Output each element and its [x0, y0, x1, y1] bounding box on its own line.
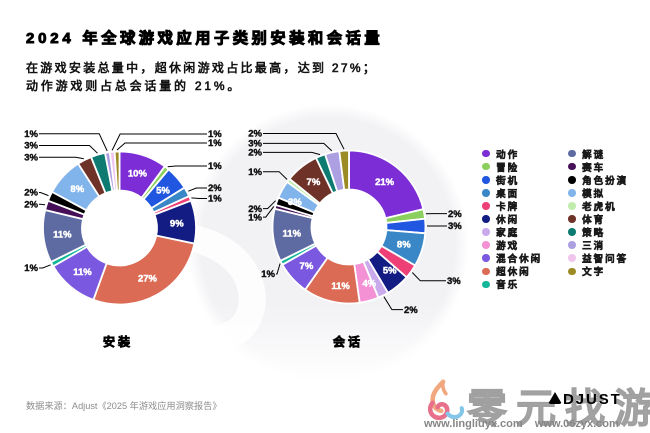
- svg-text:2%: 2%: [404, 305, 418, 316]
- svg-text:5%: 5%: [156, 186, 170, 197]
- svg-text:3%: 3%: [447, 276, 461, 287]
- svg-text:11%: 11%: [331, 281, 350, 292]
- svg-text:2%: 2%: [248, 129, 262, 140]
- svg-text:9%: 9%: [170, 219, 184, 230]
- svg-text:1%: 1%: [24, 263, 38, 274]
- svg-text:3%: 3%: [24, 153, 38, 164]
- svg-text:2%: 2%: [448, 209, 462, 220]
- svg-text:2%: 2%: [208, 183, 222, 194]
- svg-text:2%: 2%: [24, 200, 38, 211]
- svg-text:21%: 21%: [375, 177, 395, 188]
- svg-text:1%: 1%: [248, 212, 262, 223]
- svg-text:1%: 1%: [24, 129, 38, 140]
- svg-text:8%: 8%: [70, 184, 84, 195]
- svg-text:1%: 1%: [208, 194, 222, 205]
- svg-text:27%: 27%: [138, 273, 158, 284]
- svg-text:11%: 11%: [283, 228, 302, 239]
- svg-text:1%: 1%: [208, 161, 222, 172]
- svg-text:8%: 8%: [397, 240, 411, 251]
- svg-text:10%: 10%: [128, 169, 148, 180]
- svg-text:3%: 3%: [248, 139, 262, 150]
- svg-text:2%: 2%: [248, 204, 262, 215]
- svg-text:7%: 7%: [300, 261, 314, 272]
- svg-text:4%: 4%: [362, 279, 376, 290]
- svg-text:5%: 5%: [383, 265, 397, 276]
- svg-text:2%: 2%: [248, 148, 262, 159]
- svg-text:1%: 1%: [248, 167, 262, 178]
- svg-text:11%: 11%: [73, 267, 92, 278]
- svg-text:1%: 1%: [208, 138, 222, 149]
- svg-text:3%: 3%: [288, 197, 302, 208]
- svg-text:11%: 11%: [53, 230, 72, 241]
- svg-text:1%: 1%: [261, 269, 275, 280]
- svg-text:2%: 2%: [24, 188, 38, 199]
- svg-text:3%: 3%: [448, 221, 462, 232]
- svg-text:7%: 7%: [307, 177, 321, 188]
- svg-text:3%: 3%: [24, 141, 38, 152]
- svg-text:1%: 1%: [208, 129, 222, 140]
